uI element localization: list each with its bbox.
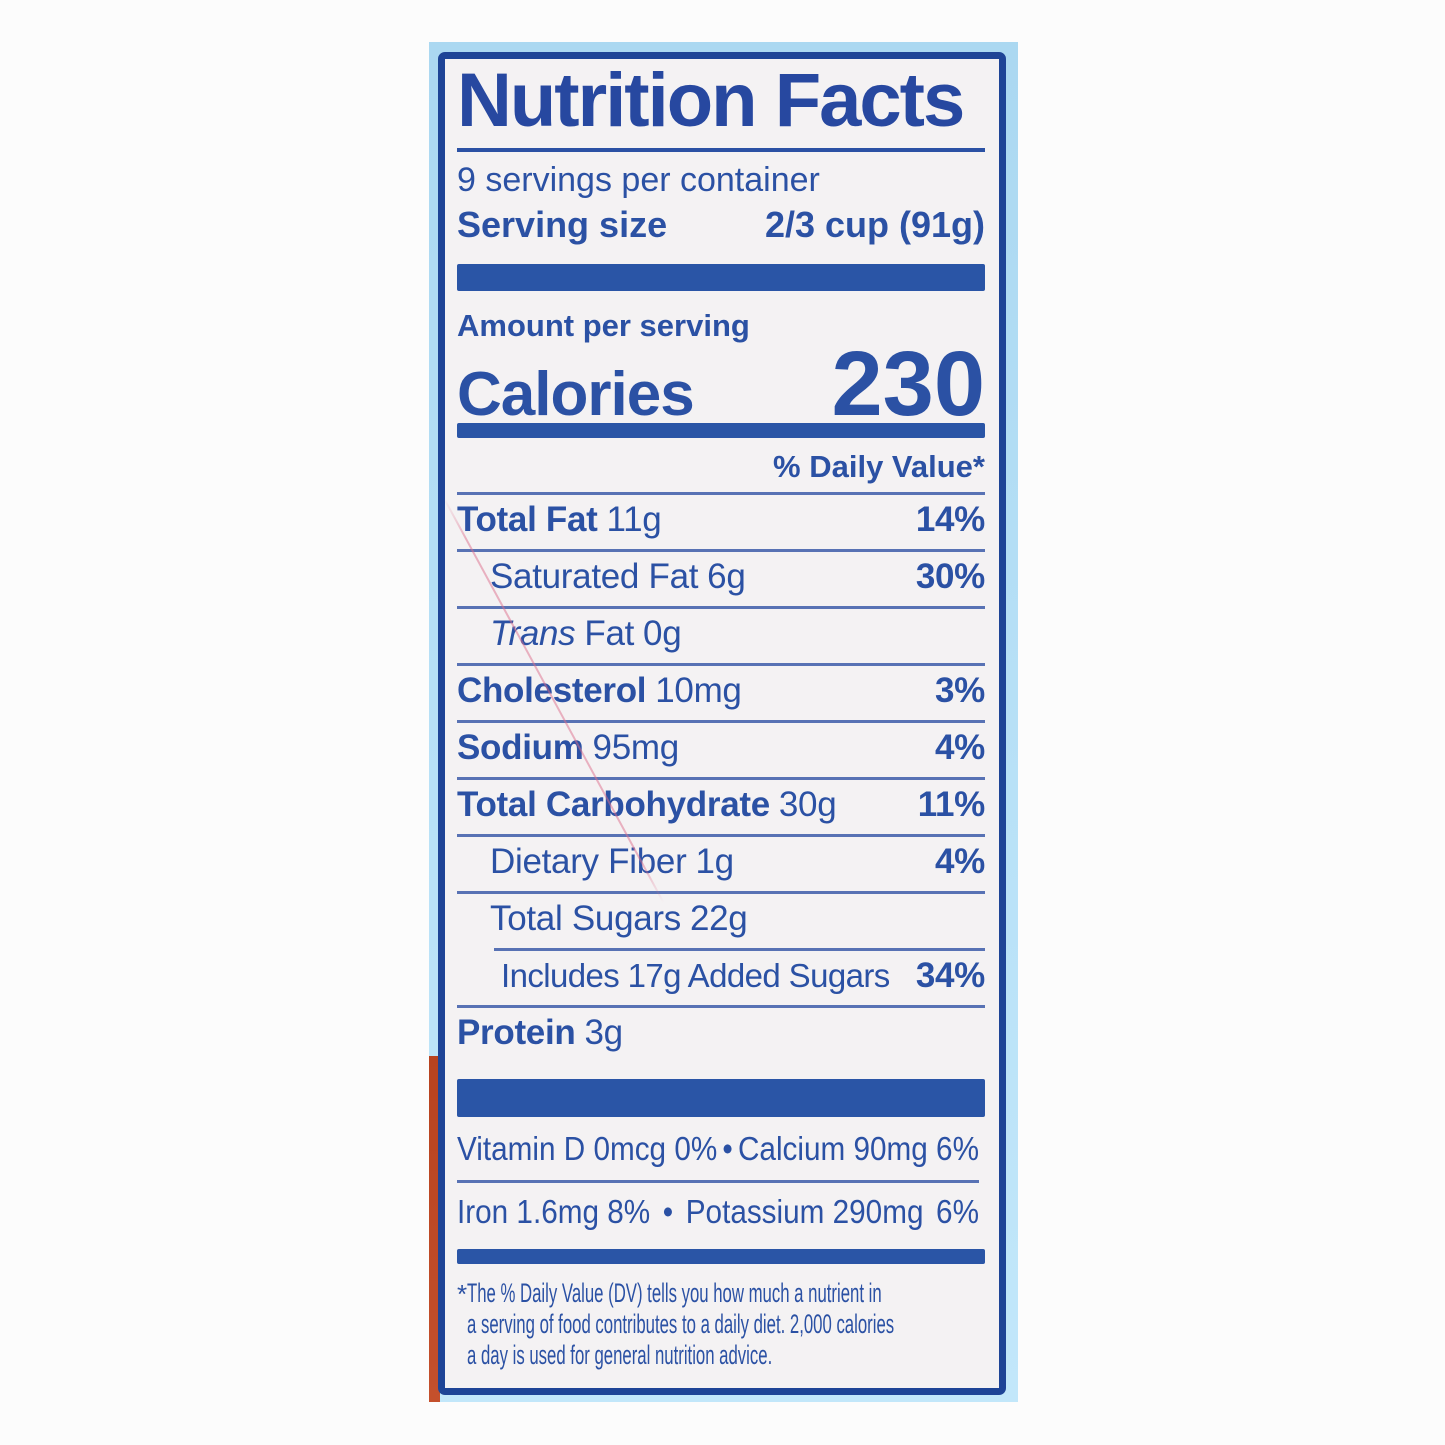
nutrient-amount: 1g — [695, 841, 734, 881]
nutrient-amount: 30g — [778, 784, 837, 824]
micronutrient-line-iron-potassium: Iron 1.6mg 8% • Potassium 290mg 6% — [457, 1179, 979, 1243]
nutrient-row-dietary-fiber: Dietary Fiber 1g 4% — [457, 833, 985, 891]
nutrient-dv: 14% — [915, 499, 985, 539]
nutrient-amount: 95mg — [592, 727, 680, 767]
nutrient-row-protein: Protein 3g — [457, 1004, 985, 1062]
nutrient-row-cholesterol: Cholesterol 10mg 3% — [457, 662, 985, 720]
nutrient-row-total-fat: Total Fat 11g 14% — [457, 491, 985, 549]
divider-bar-medium — [457, 422, 985, 438]
nutrient-row-added-sugars: Includes 17g Added Sugars 34% — [457, 947, 985, 1005]
nutrient-name: Total Carbohydrate — [457, 784, 770, 824]
servings-per-container: 9 servings per container — [457, 161, 820, 199]
nutrient-row-saturated-fat: Saturated Fat 6g 30% — [457, 548, 985, 606]
nutrient-name-group: Cholesterol 10mg — [457, 670, 742, 710]
footnote-text: The % Daily Value (DV) tells you how muc… — [467, 1278, 894, 1371]
nutrient-dv: 30% — [915, 556, 985, 596]
calories-label: Calories — [457, 360, 695, 429]
nutrient-name: Sodium — [457, 727, 584, 767]
nutrient-name: Cholesterol — [457, 670, 647, 710]
nutrient-name: Total Fat — [457, 499, 598, 539]
micronutrient-line-vitamin-calcium: Vitamin D 0mcg 0% • Calcium 90mg 6% — [457, 1117, 979, 1180]
nutrient-amount: 22g — [689, 898, 748, 938]
micronutrient-segment: Vitamin D 0mcg 0% — [457, 1129, 718, 1167]
serving-size-row: Serving size 2/3 cup (91g) — [457, 204, 985, 246]
nutrient-name-group: Protein 3g — [457, 1012, 623, 1052]
nutrient-name-group: Dietary Fiber 1g — [457, 841, 734, 881]
footnote-line: The % Daily Value (DV) tells you how muc… — [467, 1277, 882, 1308]
nutrient-name-group: Saturated Fat 6g — [457, 556, 746, 596]
nutrient-amount: 6g — [707, 556, 746, 596]
nutrient-name-group: Trans Fat 0g — [457, 613, 682, 653]
divider-bar-thick — [457, 1078, 985, 1117]
footnote-line: a day is used for general nutrition advi… — [467, 1339, 773, 1370]
nutrient-name: Saturated Fat — [490, 556, 699, 596]
nutrient-name-group: Total Fat 11g — [457, 499, 662, 539]
serving-size-label: Serving size — [457, 204, 668, 245]
title-rule — [457, 148, 985, 152]
micronutrient-segment: Calcium 90mg 6% — [737, 1129, 979, 1167]
micronutrient-segment: Potassium 290mg — [685, 1192, 924, 1230]
nutrient-name: Includes 17g Added Sugars — [501, 956, 890, 994]
nutrient-name-group: Includes 17g Added Sugars — [457, 956, 890, 994]
divider-bar-thick — [457, 264, 985, 291]
nutrient-dv: 3% — [935, 670, 985, 710]
package-background: Nutrition Facts 9 servings per container… — [429, 42, 1018, 1402]
nutrient-name-group: Sodium 95mg — [457, 727, 680, 767]
nutrition-facts-panel: Nutrition Facts 9 servings per container… — [438, 52, 1006, 1395]
divider-bar-medium — [457, 1248, 985, 1264]
nutrient-dv: 4% — [935, 727, 985, 767]
nutrient-row-total-carbohydrate: Total Carbohydrate 30g 11% — [457, 776, 986, 834]
nutrient-amount: 0g — [643, 613, 682, 653]
calories-row: Calories 230 — [457, 333, 986, 435]
bullet-separator: • — [662, 1192, 674, 1230]
nutrient-amount: 3g — [584, 1012, 623, 1052]
footnote: * The % Daily Value (DV) tells you how m… — [457, 1278, 985, 1371]
bullet-separator: • — [722, 1129, 733, 1167]
footnote-asterisk: * — [457, 1278, 468, 1309]
nutrient-row-total-sugars: Total Sugars 22g — [457, 890, 985, 948]
nutrient-name-italic: Trans — [490, 613, 576, 653]
nutrient-dv: 34% — [915, 955, 985, 995]
nutrient-row-trans-fat: Trans Fat 0g — [457, 605, 985, 663]
nutrient-name: Dietary Fiber — [490, 841, 687, 881]
nutrient-dv: 4% — [935, 841, 985, 881]
serving-size-value: 2/3 cup (91g) — [764, 204, 985, 245]
package-edge-red-strip — [429, 1056, 440, 1402]
nutrient-dv: 11% — [917, 784, 986, 824]
nutrient-amount: 10mg — [655, 670, 742, 710]
nutrient-name-group: Total Sugars 22g — [457, 898, 748, 938]
nutrient-name-group: Total Carbohydrate 30g — [457, 784, 837, 824]
nutrient-row-sodium: Sodium 95mg 4% — [457, 719, 985, 777]
nutrient-amount: 11g — [606, 499, 662, 539]
daily-value-header: % Daily Value* — [773, 448, 985, 484]
nutrient-name: Total Sugars — [490, 898, 681, 938]
micronutrient-segment: 6% — [936, 1192, 979, 1230]
nutrient-name: Protein — [457, 1012, 576, 1052]
footnote-line: a serving of food contributes to a daily… — [467, 1308, 895, 1339]
micronutrient-segment: Iron 1.6mg 8% — [457, 1192, 651, 1230]
calories-value: 230 — [831, 333, 986, 435]
amount-per-serving: Amount per serving — [457, 308, 750, 343]
nutrition-facts-title: Nutrition Facts — [457, 58, 965, 143]
nutrient-name: Fat — [584, 613, 635, 653]
